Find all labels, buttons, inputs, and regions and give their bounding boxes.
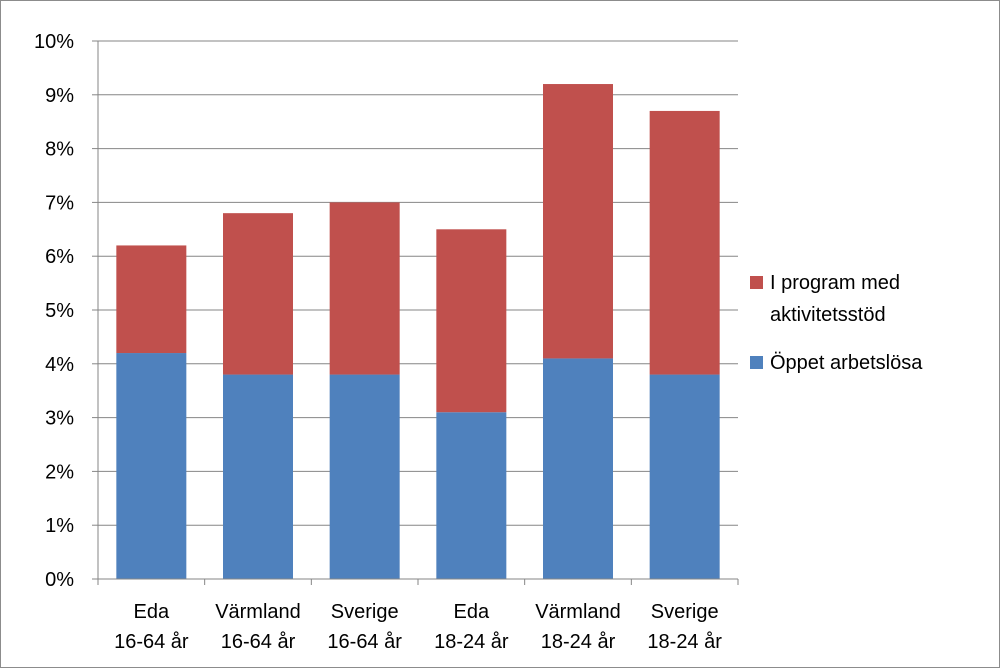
- x-tick-label: 18-24 år: [434, 631, 509, 653]
- y-tick-label: 7%: [45, 192, 74, 214]
- y-tick-label: 1%: [45, 515, 74, 537]
- bars: [116, 84, 720, 579]
- y-tick-label: 3%: [45, 408, 74, 430]
- y-axis-tick-labels: 0% 1% 2% 3% 4% 5% 6% 7% 8% 9% 10%: [34, 31, 74, 591]
- x-tick-label: 16-64 år: [114, 631, 189, 653]
- bar-segment: [223, 213, 293, 375]
- y-tick-label: 6%: [45, 246, 74, 268]
- bar-segment: [543, 358, 613, 579]
- x-tick-label: 18-24 år: [541, 631, 616, 653]
- x-tick-label: 18-24 år: [647, 631, 722, 653]
- y-tick-label: 2%: [45, 461, 74, 483]
- legend: I program med aktivitetsstöd Öppet arbetsl…: [750, 272, 923, 374]
- x-tick-label: Värmland: [535, 601, 621, 623]
- y-tick-label: 9%: [45, 85, 74, 107]
- bar-segment: [543, 84, 613, 359]
- x-axis-tick-labels: Eda 16-64 år Värmland 16-64 år Sverige 16-64 …: [114, 601, 722, 653]
- gridlines: [98, 40, 738, 526]
- y-tick-label: 5%: [45, 300, 74, 322]
- bar-segment: [116, 353, 187, 579]
- bar-segment: [649, 374, 720, 579]
- x-tick-label: Eda: [134, 601, 170, 623]
- y-tick-label: 10%: [34, 31, 74, 53]
- bar-segment: [223, 374, 293, 579]
- y-tick-label: 4%: [45, 354, 74, 376]
- bar-segment: [329, 374, 400, 579]
- y-tick-label: 0%: [45, 569, 74, 591]
- x-tick-label: Sverige: [651, 601, 719, 623]
- bar-segment: [436, 412, 507, 579]
- bar-segment: [649, 110, 720, 375]
- legend-swatch: [750, 276, 763, 289]
- x-tick-label: 16-64 år: [221, 631, 296, 653]
- bar-segment: [436, 229, 507, 413]
- x-tick-label: Värmland: [215, 601, 301, 623]
- legend-label: aktivitetsstöd: [770, 304, 886, 326]
- bar-segment: [329, 202, 400, 375]
- legend-swatch: [750, 356, 763, 369]
- x-tick-label: 16-64 år: [327, 631, 402, 653]
- x-tick-label: Sverige: [331, 601, 399, 623]
- bar-segment: [116, 245, 187, 354]
- legend-label: I program med: [770, 272, 900, 294]
- x-tick-label: Eda: [454, 601, 490, 623]
- axes: [92, 40, 739, 585]
- legend-label: Öppet arbetslösa: [770, 352, 923, 374]
- y-tick-label: 8%: [45, 139, 74, 161]
